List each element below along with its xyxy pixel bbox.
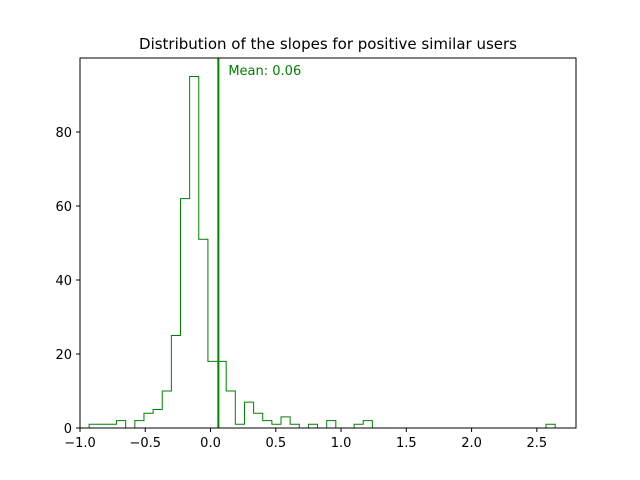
histogram-step-line (88, 76, 556, 429)
mean-label: Mean: 0.06 (228, 64, 301, 79)
y-tick-label: 20 (55, 348, 72, 363)
x-tick-label: 2.5 (526, 436, 547, 451)
x-tick-label: 1.0 (331, 436, 352, 451)
x-tick-label: −0.5 (129, 436, 161, 451)
chart-title: Distribution of the slopes for positive … (139, 35, 517, 53)
y-tick-label: 60 (55, 200, 72, 215)
y-tick-label: 0 (64, 422, 72, 437)
x-tick-label: 1.5 (396, 436, 417, 451)
x-tick-label: 0.5 (265, 436, 286, 451)
y-tick-label: 40 (55, 274, 72, 289)
x-tick-label: 0.0 (200, 436, 221, 451)
x-tick-label: −1.0 (64, 436, 96, 451)
x-tick-label: 2.0 (461, 436, 482, 451)
y-tick-label: 80 (55, 126, 72, 141)
plot-frame (79, 57, 577, 429)
